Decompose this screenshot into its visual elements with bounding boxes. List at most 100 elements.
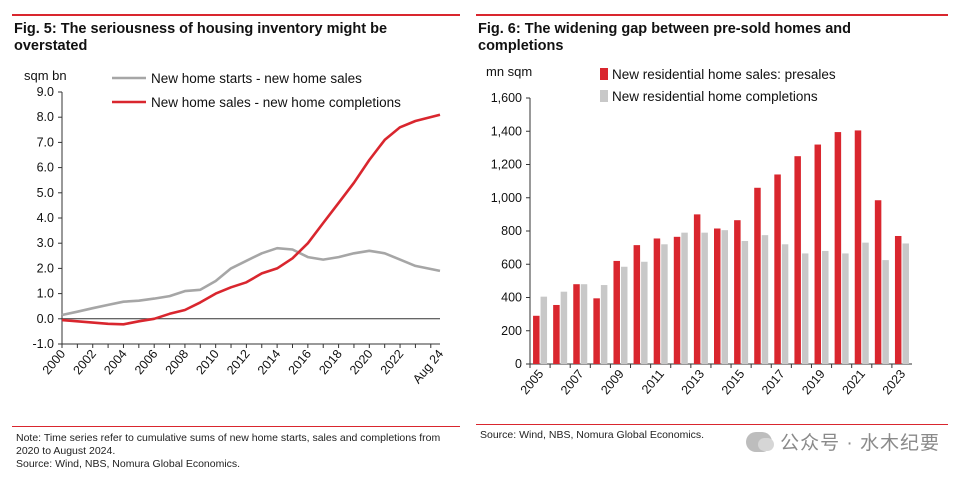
fig6-bar-presales [613,260,620,364]
fig6-bar-completions [761,235,769,364]
fig6-y-unit: mn sqm [486,64,532,79]
fig5-source: Source: Wind, NBS, Nomura Global Economi… [16,458,241,470]
fig6-bar-completions [781,244,789,364]
fig5-x-tick-label: 2020 [347,347,376,377]
fig5-y-tick-label: 9.0 [37,85,54,99]
fig6-y-tick-label: 1,400 [491,124,522,138]
fig6-x-tick-label: 2021 [839,367,868,397]
wechat-icon [746,431,775,452]
fig6-bar-presales [633,245,641,364]
fig6-y-tick-label: 0 [515,357,522,371]
fig6-x-tick-label: 2005 [518,367,547,397]
fig6-bar-presales [774,174,781,364]
fig5-x-tick-label: 2022 [378,347,407,377]
fig6-bar-completions [801,253,809,364]
fig5-series-line-2 [61,113,441,326]
fig6-bar-completions [600,285,608,364]
fig6-bar-completions [741,240,749,364]
fig6-bar-completions [540,296,548,364]
fig5-x-tick-label: 2002 [70,347,99,377]
fig5-note: Note: Time series refer to cumulative su… [16,432,441,457]
fig5-y-tick-label: 8.0 [37,110,54,124]
fig6-x-tick-label: 2013 [679,367,708,397]
fig6-bar-completions [822,250,829,364]
fig6-legend-swatch [600,90,608,102]
fig6-x-tick-label: 2015 [719,367,748,397]
fig6-bar-presales [814,144,822,364]
fig6-bar-completions [681,232,688,364]
fig5-y-tick-label: 2.0 [37,261,54,275]
fig5-y-tick-label: 4.0 [37,211,54,225]
fig6-bar-presales [573,284,580,364]
fig6-y-tick-label: 600 [501,257,522,271]
fig6-bar-completions [560,291,568,364]
fig5-x-tick-label: 2018 [316,347,345,377]
fig6-bar-completions [721,230,728,364]
fig5-legend-label: New home starts - new home sales [151,71,362,86]
fig6-bar-presales [874,200,882,364]
fig6-bar-presales [734,220,741,364]
fig6-y-tick-label: 1,600 [491,91,522,105]
fig5-top-rule [12,14,460,16]
fig6-bar-completions [882,260,889,364]
fig5-y-unit: sqm bn [24,68,67,83]
fig6-bar-presales [653,238,661,364]
fig6-legend-swatch [600,68,608,80]
fig5-x-tick-label: 2008 [163,347,192,377]
fig6-bar-presales [754,187,761,364]
fig6-bar-presales [894,235,902,364]
fig5-title: Fig. 5: The seriousness of housing inven… [14,21,388,54]
fig6-x-tick-label: 2011 [639,367,667,397]
fig6-bar-completions [902,243,909,364]
fig6-bar-completions [641,261,648,364]
fig6-bar-presales [834,132,842,364]
fig5-y-tick-label: 7.0 [37,135,54,149]
fig5-bottom-rule [12,426,460,427]
fig6-legend-label: New residential home sales: presales [612,67,836,82]
fig5-x-tick-label: 2012 [224,347,253,377]
fig5-x-tick-label: 2014 [255,347,284,377]
fig6-source: Source: Wind, NBS, Nomura Global Economi… [480,429,705,441]
fig5-x-tick-label: 2000 [40,347,69,377]
fig5-x-tick-label: 2016 [286,347,315,377]
fig5-x-tick-label: Aug 24 [410,347,446,386]
fig6-bar-completions [661,244,668,364]
fig6-bottom-rule [476,424,948,425]
fig6-top-rule [476,14,948,16]
fig6-bar-presales [533,315,540,364]
fig6-y-tick-label: 400 [501,291,522,305]
watermark-text: 公众号 · 水木纪要 [780,433,940,454]
fig6-x-tick-label: 2009 [598,367,627,397]
fig5-y-tick-label: 0.0 [37,312,54,326]
fig6-x-tick-label: 2017 [759,367,788,397]
fig6-x-tick-label: 2007 [558,367,587,397]
fig6-bar-presales [693,214,701,364]
fig6-bar-completions [842,253,849,364]
fig6-x-tick-label: 2023 [880,367,909,397]
fig5-x-tick-label: 2010 [193,347,222,377]
fig6-x-tick-label: 2019 [799,367,828,397]
fig5-x-tick-label: 2004 [101,347,130,377]
fig6-y-tick-label: 1,200 [491,158,522,172]
fig6-bar-completions [580,284,588,364]
watermark: 公众号 · 水木纪要 [746,428,940,455]
fig5-y-tick-label: 3.0 [37,236,54,250]
fig6-bar-presales [673,236,681,364]
fig6-bar-presales [794,156,801,364]
fig5-series-line-1 [61,246,441,317]
fig6-bar-presales [553,304,560,364]
fig6-bar-presales [593,298,600,364]
fig6-y-tick-label: 200 [501,324,522,338]
fig5-x-tick-label: 2006 [132,347,161,377]
fig5-y-tick-label: 6.0 [37,161,54,175]
fig6-bar-presales [714,228,721,364]
fig5-y-tick-label: 1.0 [37,287,54,301]
fig6-y-tick-label: 1,000 [491,191,522,205]
fig6-title: Fig. 6: The widening gap between pre-sol… [478,21,852,54]
fig6-bar-completions [620,266,628,364]
fig6-bar-chart: mn sqm 0 200 400 600 800 1,000 1,200 1,400 1,600 2… [486,64,912,397]
fig5-legend-label: New home sales - new home completions [151,95,401,110]
fig6-bar-presales [854,130,862,364]
fig5-y-tick-label: 5.0 [37,186,54,200]
fig6-legend-label: New residential home completions [612,89,818,104]
